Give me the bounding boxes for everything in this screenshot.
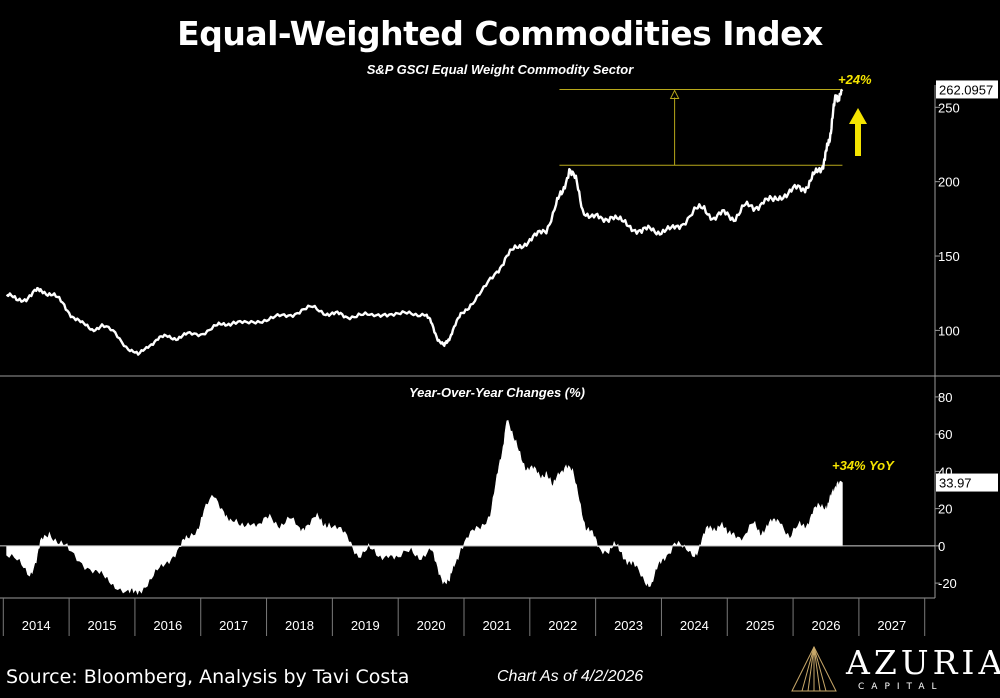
x-tick-label: 2019 [351, 618, 380, 633]
logo-wordmark: AZURIA [846, 643, 1000, 682]
x-tick-label: 2024 [680, 618, 709, 633]
y-tick-label: 200 [938, 175, 960, 190]
guide-arrow-head [669, 89, 680, 99]
yoy-tick-label: -20 [938, 576, 957, 591]
yoy-annotation: +34% YoY [832, 458, 895, 473]
yoy-tick-label: 60 [938, 427, 952, 442]
x-tick-label: 2015 [88, 618, 117, 633]
x-tick-label: 2027 [877, 618, 906, 633]
x-tick-label: 2022 [548, 618, 577, 633]
page-title: Equal-Weighted Commodities Index [177, 14, 823, 53]
x-tick-label: 2014 [22, 618, 51, 633]
index-line-series [5, 88, 844, 356]
yoy-tick-label: 80 [938, 390, 952, 405]
yoy-area-series [6, 419, 843, 595]
gain-annotation: +24% [838, 72, 872, 87]
last-value-label: 262.0957 [939, 82, 993, 97]
x-tick-label: 2017 [219, 618, 248, 633]
source-credit: Source: Bloomberg, Analysis by Tavi Cost… [6, 666, 410, 688]
x-tick-label: 2018 [285, 618, 314, 633]
azuria-logo-icon [791, 645, 837, 692]
yoy-last-value-box [936, 473, 998, 492]
x-tick-label: 2025 [746, 618, 775, 633]
yoy-tick-label: 20 [938, 502, 952, 517]
y-tick-label: 100 [938, 323, 960, 338]
x-tick-label: 2020 [417, 618, 446, 633]
logo-subtext: CAPITAL [858, 682, 944, 692]
yoy-panel-title: Year-Over-Year Changes (%) [409, 385, 585, 400]
x-tick-label: 2021 [482, 618, 511, 633]
x-tick-label: 2023 [614, 618, 643, 633]
y-tick-label: 250 [938, 100, 960, 115]
up-arrow-icon [849, 108, 867, 124]
y-tick-label: 150 [938, 249, 960, 264]
yoy-tick-label: 0 [938, 539, 945, 554]
x-tick-label: 2026 [812, 618, 841, 633]
last-value-box [936, 80, 998, 99]
as-of-date: Chart As of 4/2/2026 [497, 668, 644, 685]
yoy-last-value-label: 33.97 [939, 476, 972, 491]
x-tick-label: 2016 [153, 618, 182, 633]
chart-subtitle: S&P GSCI Equal Weight Commodity Sector [366, 62, 634, 77]
